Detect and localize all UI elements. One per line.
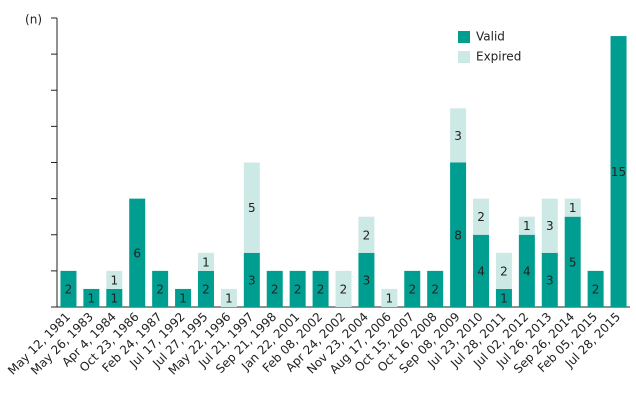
data-label: 1 — [202, 255, 210, 269]
data-label: 3 — [248, 273, 256, 287]
data-label: 1 — [110, 291, 118, 305]
bar-segment — [518, 216, 535, 235]
bar-segment — [404, 270, 421, 307]
data-label: 8 — [454, 228, 462, 242]
bar-segment — [312, 270, 329, 307]
legend-label: Expired — [476, 50, 521, 64]
bar-segment — [106, 288, 123, 307]
bar-segment — [60, 270, 77, 307]
data-label: 2 — [156, 282, 164, 296]
data-label: 2 — [340, 282, 348, 296]
bar-segment — [564, 198, 581, 217]
bar-segment — [243, 252, 260, 307]
bar-segment — [473, 198, 490, 235]
data-label: 2 — [65, 282, 73, 296]
bar-segment — [152, 270, 169, 307]
data-label: 5 — [248, 201, 256, 215]
data-label: 3 — [546, 273, 554, 287]
data-label: 2 — [202, 282, 210, 296]
data-label: 1 — [523, 219, 531, 233]
bar-segment — [83, 288, 100, 307]
data-label: 2 — [294, 282, 302, 296]
data-label: 1 — [88, 291, 96, 305]
bar-segment — [197, 252, 214, 271]
data-label: 2 — [317, 282, 325, 296]
bar-segment — [358, 216, 375, 253]
y-axis-label: (n) — [25, 13, 42, 27]
data-label: 1 — [110, 273, 118, 287]
legend-label: Valid — [476, 30, 505, 44]
bar-segment — [564, 216, 581, 307]
data-label: 2 — [592, 282, 600, 296]
bar-segment — [587, 270, 604, 307]
bar-segment — [450, 162, 467, 307]
bar-segment — [220, 288, 237, 307]
data-label: 2 — [271, 282, 279, 296]
data-label: 15 — [611, 165, 626, 179]
data-label: 2 — [500, 264, 508, 278]
bar-segment — [129, 198, 146, 307]
bar-segment — [335, 270, 352, 307]
bar-segment — [541, 252, 558, 307]
data-label: 1 — [569, 201, 577, 215]
data-label: 3 — [363, 273, 371, 287]
bar-segment — [106, 270, 123, 289]
data-label: 4 — [477, 264, 485, 278]
data-label: 2 — [363, 228, 371, 242]
bar-segment — [381, 288, 398, 307]
bar-segment — [266, 270, 283, 307]
data-label: 1 — [225, 291, 233, 305]
bar-segment — [175, 288, 192, 307]
data-label: 5 — [569, 255, 577, 269]
bar-segment — [450, 108, 467, 163]
legend-swatch — [458, 51, 470, 63]
bar-segment — [427, 270, 444, 307]
bar-segment — [289, 270, 306, 307]
bar-segment — [610, 36, 627, 307]
data-label: 2 — [408, 282, 416, 296]
bar-segment — [495, 288, 512, 307]
bar-segment — [358, 252, 375, 307]
data-label: 1 — [179, 291, 187, 305]
data-label: 3 — [546, 219, 554, 233]
data-label: 6 — [133, 246, 141, 260]
data-label: 4 — [523, 264, 531, 278]
data-label: 2 — [477, 210, 485, 224]
data-label: 2 — [431, 282, 439, 296]
data-label: 3 — [454, 129, 462, 143]
bar-segment — [541, 198, 558, 253]
data-label: 1 — [500, 291, 508, 305]
bar-segment — [243, 162, 260, 253]
bar-segment — [473, 234, 490, 307]
bar-segment — [495, 252, 512, 289]
data-label: 1 — [386, 291, 394, 305]
bar-segment — [197, 270, 214, 307]
bar-segment — [518, 234, 535, 307]
legend-swatch — [458, 31, 470, 43]
